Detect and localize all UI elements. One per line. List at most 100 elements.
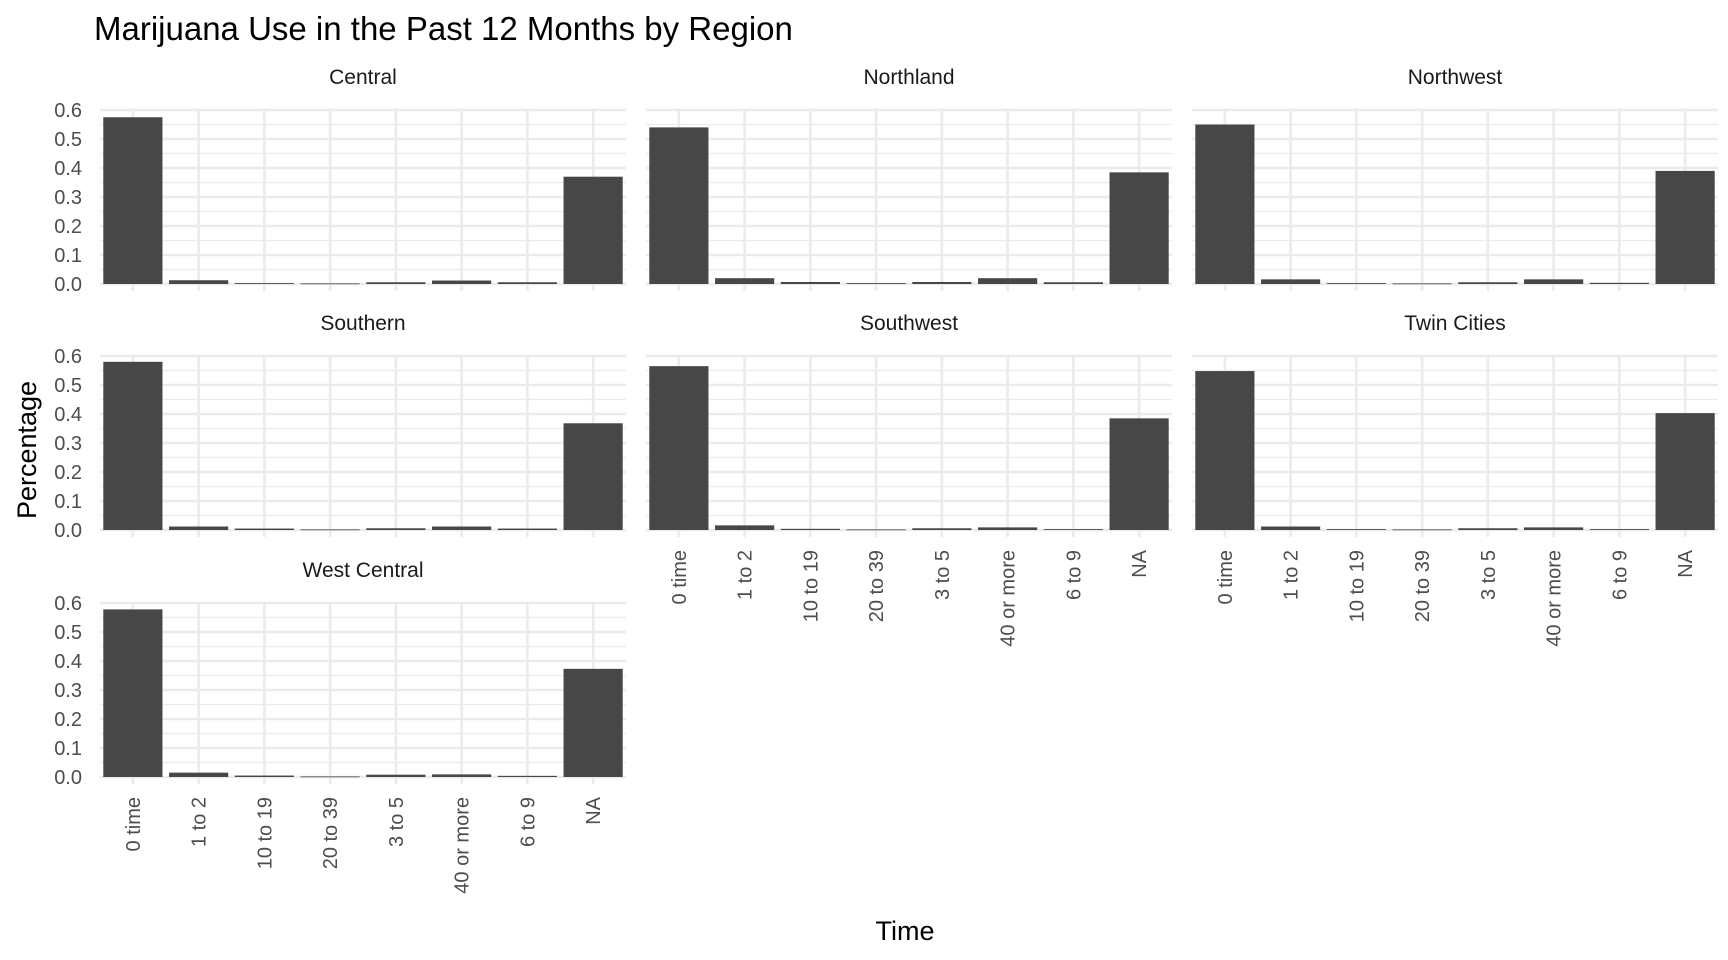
- bar-southern-1-to-2: [169, 526, 229, 530]
- bar-central-10-to-19: [234, 283, 294, 284]
- bar-southern-40-or-more: [432, 526, 492, 530]
- bar-southwest-40-or-more: [978, 527, 1038, 530]
- strip-label: Northwest: [1408, 66, 1503, 89]
- x-tick-label: 40 or more: [452, 797, 474, 894]
- bar-northwest-0-time: [1195, 124, 1255, 284]
- chart-title: Marijuana Use in the Past 12 Months by R…: [94, 10, 793, 47]
- strip-label: Southwest: [860, 312, 958, 335]
- bar-northland-3-to-5: [912, 281, 972, 284]
- bar-southern-6-to-9: [497, 528, 557, 530]
- bar-northland-na: [1109, 172, 1169, 284]
- facet-panels: Central 0.0 0.1 0.2 0.3 0.4 0.5 0.6 Northland Nor…: [54, 66, 1718, 894]
- x-tick-label: 0 time: [669, 550, 691, 604]
- x-tick-label: 10 to 19: [254, 797, 276, 869]
- strip-label: Central: [329, 66, 397, 89]
- bar-twin-cities-6-to-9: [1589, 529, 1649, 530]
- bar-northwest-3-to-5: [1458, 282, 1518, 284]
- bar-northland-10-to-19: [780, 281, 840, 284]
- bar-west-central-na: [563, 668, 623, 777]
- bar-southwest-0-time: [649, 366, 709, 530]
- y-tick-label: 0.1: [54, 245, 82, 267]
- bar-northland-6-to-9: [1043, 282, 1103, 284]
- bar-twin-cities-0-time: [1195, 371, 1255, 530]
- x-tick-label: NA: [1675, 549, 1697, 577]
- x-tick-label: 40 or more: [1544, 550, 1566, 647]
- y-tick-label: 0.4: [54, 651, 82, 673]
- x-tick-label: 20 to 39: [866, 550, 888, 622]
- bar-northwest-1-to-2: [1261, 279, 1321, 284]
- x-tick-label: 0 time: [1215, 550, 1237, 604]
- bar-twin-cities-1-to-2: [1261, 526, 1321, 530]
- bar-west-central-10-to-19: [234, 775, 294, 777]
- bar-central-1-to-2: [169, 280, 229, 284]
- bar-west-central-6-to-9: [497, 775, 557, 777]
- x-tick-label: 6 to 9: [517, 797, 539, 847]
- bar-southwest-20-to-39: [846, 529, 906, 531]
- bar-southwest-1-to-2: [715, 525, 775, 530]
- strip-label: Southern: [320, 312, 405, 335]
- y-tick-label: 0.2: [54, 462, 82, 484]
- x-tick-label: 1 to 2: [189, 797, 211, 847]
- bar-central-3-to-5: [366, 282, 426, 284]
- bar-southern-10-to-19: [234, 528, 294, 530]
- bar-southwest-na: [1109, 418, 1169, 530]
- strip-label: Twin Cities: [1404, 312, 1506, 335]
- x-tick-label: 3 to 5: [1478, 550, 1500, 600]
- x-tick-label: NA: [583, 796, 605, 824]
- bar-northland-0-time: [649, 127, 709, 285]
- bar-northwest-20-to-39: [1392, 283, 1452, 285]
- panel-northland: Northland: [646, 66, 1172, 291]
- bar-twin-cities-10-to-19: [1326, 529, 1386, 530]
- y-tick-label: 0.5: [54, 129, 82, 151]
- bar-northwest-6-to-9: [1589, 282, 1649, 284]
- x-tick-label: 6 to 9: [1609, 550, 1631, 600]
- y-tick-label: 0.2: [54, 216, 82, 238]
- panel-twin-cities: Twin Cities 0 time 1 to 2 10 to 19 20 to 39 3…: [1192, 312, 1718, 647]
- panel-northwest: Northwest: [1192, 66, 1718, 291]
- bar-northland-1-to-2: [715, 278, 775, 284]
- bar-twin-cities-40-or-more: [1524, 527, 1584, 530]
- bar-central-0-time: [103, 117, 163, 284]
- y-tick-label: 0.0: [54, 520, 82, 542]
- y-axis-title: Percentage: [12, 381, 42, 519]
- bar-southwest-10-to-19: [780, 528, 840, 530]
- y-tick-label: 0.0: [54, 767, 82, 789]
- x-tick-label: 0 time: [123, 797, 145, 851]
- y-tick-label: 0.1: [54, 491, 82, 513]
- x-tick-label: 3 to 5: [386, 797, 408, 847]
- x-tick-label: 40 or more: [998, 550, 1020, 647]
- x-tick-label: 10 to 19: [1346, 550, 1368, 622]
- y-tick-label: 0.1: [54, 738, 82, 760]
- panel-southwest: Southwest 0 time 1 to 2 10 to 19 20 to 39 3 t…: [646, 312, 1172, 647]
- y-tick-label: 0.6: [54, 593, 82, 615]
- panel-central: Central 0.0 0.1 0.2 0.3 0.4 0.5 0.6: [54, 66, 626, 296]
- bar-central-na: [563, 176, 623, 284]
- x-tick-label: 3 to 5: [932, 550, 954, 600]
- x-tick-label: 20 to 39: [320, 797, 342, 869]
- strip-label: Northland: [863, 66, 954, 89]
- y-tick-label: 0.3: [54, 433, 82, 455]
- bar-central-20-to-39: [300, 283, 360, 285]
- x-tick-label: 10 to 19: [800, 550, 822, 622]
- y-tick-label: 0.3: [54, 187, 82, 209]
- bar-southwest-6-to-9: [1043, 529, 1103, 530]
- bar-southwest-3-to-5: [912, 528, 972, 530]
- bar-twin-cities-na: [1655, 413, 1715, 530]
- y-tick-label: 0.4: [54, 158, 82, 180]
- panel-west-central: West Central 0.0 0.1 0.2 0.3 0.4 0.5 0.6 0 time 1…: [54, 559, 626, 894]
- bar-northwest-40-or-more: [1524, 279, 1584, 284]
- y-tick-label: 0.5: [54, 622, 82, 644]
- y-tick-label: 0.3: [54, 680, 82, 702]
- y-tick-label: 0.6: [54, 100, 82, 122]
- x-tick-label: 20 to 39: [1412, 550, 1434, 622]
- bar-southern-na: [563, 423, 623, 530]
- bar-northwest-10-to-19: [1326, 283, 1386, 284]
- y-tick-label: 0.2: [54, 709, 82, 731]
- x-tick-label: 1 to 2: [1281, 550, 1303, 600]
- y-tick-label: 0.6: [54, 346, 82, 368]
- bar-southern-20-to-39: [300, 529, 360, 531]
- bar-northwest-na: [1655, 170, 1715, 284]
- bar-west-central-20-to-39: [300, 776, 360, 778]
- bar-northland-20-to-39: [846, 283, 906, 284]
- bar-central-6-to-9: [497, 282, 557, 284]
